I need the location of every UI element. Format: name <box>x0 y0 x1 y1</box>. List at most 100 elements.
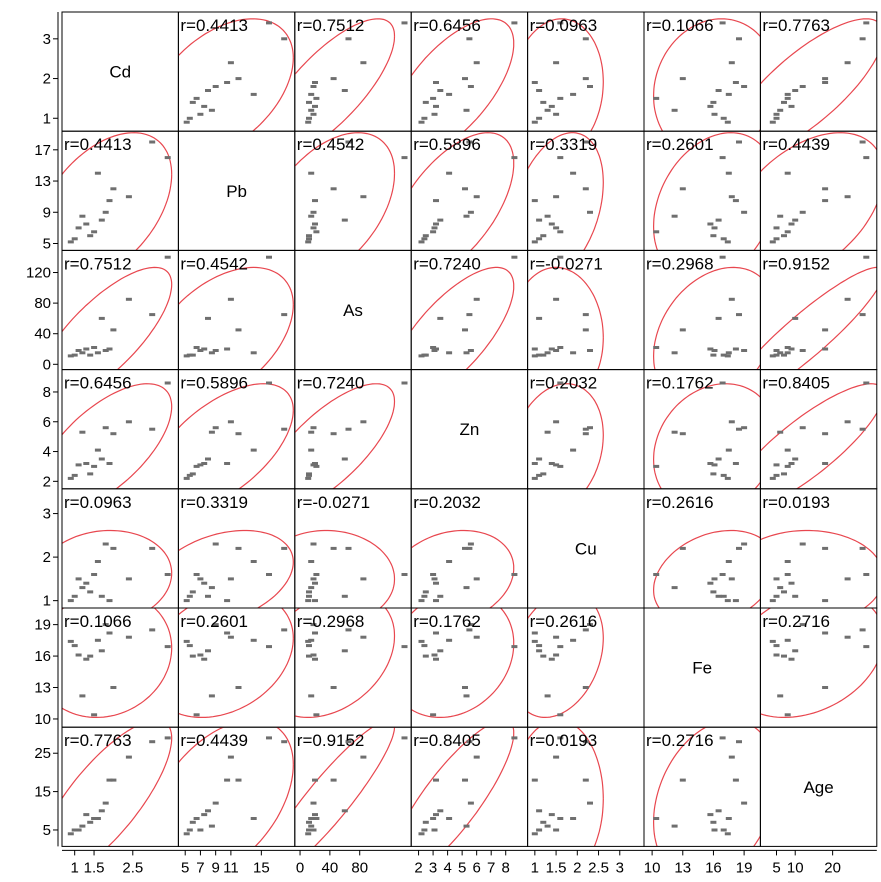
data-point <box>67 476 74 480</box>
data-point <box>308 108 315 112</box>
data-point <box>418 832 425 836</box>
data-point <box>548 222 555 226</box>
data-point <box>310 210 317 214</box>
data-point <box>306 234 312 238</box>
data-point <box>548 462 555 465</box>
data-point <box>308 171 315 175</box>
data-point <box>773 112 780 116</box>
data-point <box>741 801 748 805</box>
data-point <box>679 432 686 436</box>
data-point <box>570 638 577 642</box>
data-point <box>212 623 219 627</box>
data-point <box>71 828 78 832</box>
data-point <box>183 354 190 358</box>
data-point <box>75 226 82 230</box>
data-point <box>83 222 90 226</box>
y-tick-label: 5 <box>43 235 51 252</box>
data-point <box>306 116 312 120</box>
data-point <box>536 649 543 653</box>
data-point <box>312 778 318 782</box>
data-point <box>102 623 109 627</box>
correlation-label: r=0.1762 <box>646 374 714 393</box>
data-point <box>306 590 312 594</box>
data-point <box>859 313 866 317</box>
data-point <box>281 37 288 41</box>
data-point <box>227 297 234 301</box>
data-point <box>79 214 86 218</box>
data-point <box>312 462 318 465</box>
data-point <box>773 349 780 352</box>
data-point <box>822 462 829 465</box>
data-point <box>106 347 113 351</box>
data-point <box>75 653 82 657</box>
data-point <box>312 599 318 603</box>
correlation-label: r=0.8405 <box>413 731 481 750</box>
data-point <box>98 594 105 598</box>
data-point <box>310 828 317 832</box>
data-point <box>553 226 560 230</box>
panel-Pb-vs-As: r=0.4542 <box>294 130 412 251</box>
data-point <box>266 736 272 740</box>
data-point <box>792 89 799 92</box>
data-point <box>463 214 470 218</box>
data-point <box>421 237 428 241</box>
data-point <box>769 354 776 358</box>
data-point <box>401 573 408 576</box>
correlation-label: r=0.7763 <box>762 16 830 35</box>
data-point <box>102 542 109 546</box>
data-point <box>719 255 726 259</box>
data-point <box>91 230 98 234</box>
data-point <box>266 21 272 25</box>
panel-Age-vs-Fe: r=0.2716 <box>643 726 761 847</box>
data-point <box>164 255 171 259</box>
data-point <box>724 120 731 124</box>
data-point <box>75 349 82 352</box>
data-point <box>724 240 731 244</box>
panel-Cd-vs-Pb: r=0.4413 <box>177 11 296 132</box>
data-point <box>345 140 352 144</box>
y-tick-label: 8 <box>43 384 51 401</box>
correlation-label: r=0.5896 <box>180 374 248 393</box>
data-point <box>720 116 727 120</box>
correlation-label: r=0.0193 <box>530 731 598 750</box>
data-point <box>308 430 315 434</box>
correlation-label: r=0.2601 <box>646 135 714 154</box>
data-point <box>446 171 453 175</box>
data-point <box>312 813 318 817</box>
data-point <box>67 832 74 836</box>
data-point <box>553 349 560 352</box>
data-point <box>235 546 242 550</box>
data-point <box>548 657 555 661</box>
correlation-label: r=0.0963 <box>530 16 598 35</box>
x-tick-label: 80 <box>351 859 368 876</box>
data-point <box>724 354 731 358</box>
data-point <box>235 778 242 782</box>
correlation-label: r=0.2032 <box>413 493 481 512</box>
data-point <box>67 354 74 358</box>
data-point <box>360 635 367 639</box>
data-point <box>433 104 439 108</box>
data-point <box>98 649 105 653</box>
data-point <box>281 628 288 632</box>
data-point <box>536 644 543 648</box>
data-point <box>715 457 722 461</box>
data-point <box>306 100 312 104</box>
data-point <box>711 577 718 581</box>
data-point <box>446 638 453 642</box>
y-tick-label: 3 <box>43 506 51 523</box>
data-point <box>859 140 866 144</box>
data-point <box>531 199 538 203</box>
data-point <box>71 644 78 648</box>
data-point <box>250 560 257 563</box>
data-point <box>844 195 851 199</box>
data-point <box>773 644 780 648</box>
x-tick-label: 1 <box>531 859 539 876</box>
data-point <box>859 628 866 632</box>
data-point <box>679 187 686 191</box>
data-point <box>462 328 468 332</box>
data-point <box>710 234 717 238</box>
data-point <box>557 817 564 820</box>
panel-Zn-vs-Zn: Zn <box>410 369 529 490</box>
data-point <box>308 824 315 828</box>
data-point <box>715 809 722 813</box>
